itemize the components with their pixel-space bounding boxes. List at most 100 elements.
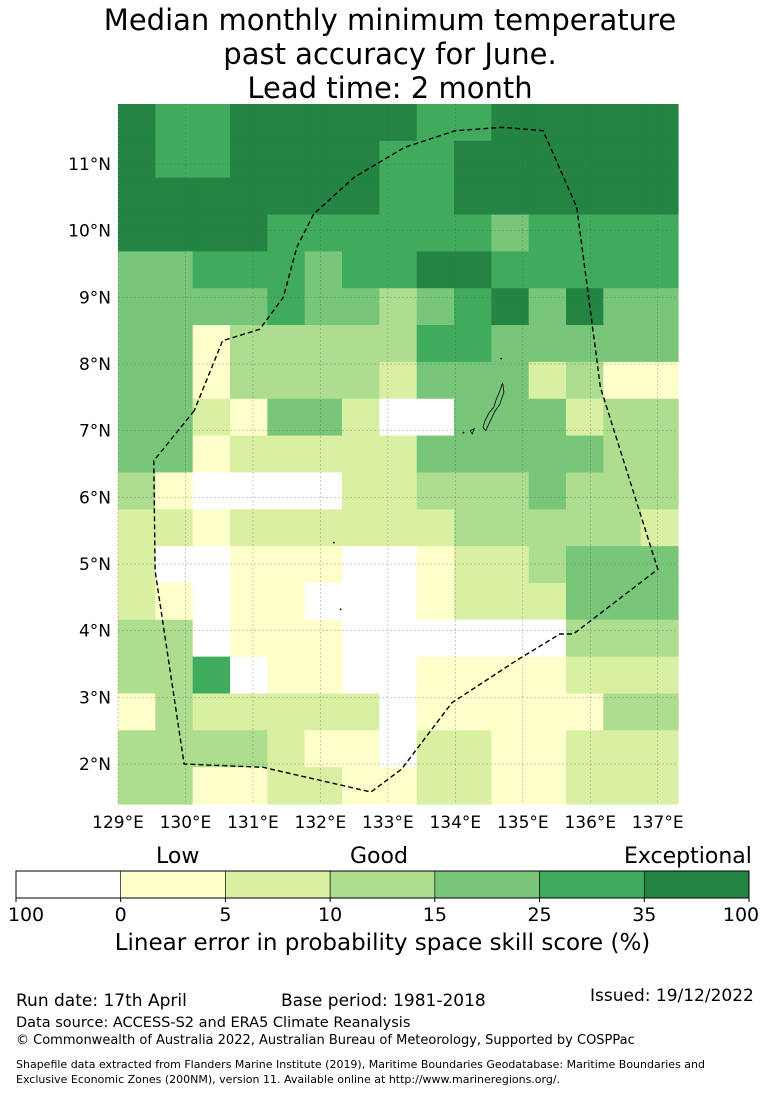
skill-cell [267, 656, 306, 695]
skill-cell [416, 509, 455, 547]
skill-cell [304, 140, 343, 179]
skill-cell [379, 767, 418, 805]
skill-cell [267, 251, 306, 289]
skill-cell [379, 656, 418, 695]
skill-cell [118, 288, 156, 326]
lon-tick-label: 135°E [497, 813, 549, 833]
skill-cell [528, 325, 567, 363]
skill-cell [454, 177, 492, 216]
skill-cell [603, 361, 642, 400]
skill-cell [491, 472, 530, 510]
skill-cell [566, 398, 604, 437]
skill-cell [454, 398, 492, 437]
skill-cell [118, 435, 156, 474]
island-outline [469, 427, 475, 435]
colorbar-tick-label: 35 [632, 904, 656, 926]
skill-cell [192, 509, 231, 547]
skill-cell [267, 361, 306, 400]
skill-grid-cells [118, 104, 679, 805]
skill-cell [640, 693, 679, 731]
skill-cell [379, 509, 418, 547]
skill-cell [230, 656, 268, 695]
skill-cell [304, 435, 343, 474]
eez-boundary-line [153, 126, 659, 793]
skill-cell [304, 619, 343, 658]
skill-cell [603, 140, 642, 179]
base-period: Base period: 1981-2018 [281, 991, 486, 1011]
skill-cell [454, 435, 492, 474]
lat-tick-label: 5°N [79, 555, 111, 575]
skill-cell [640, 435, 679, 474]
skill-cell [192, 435, 231, 474]
skill-cell [603, 435, 642, 474]
skill-cell [267, 288, 306, 326]
skill-cell [528, 288, 567, 326]
lat-tick-label: 9°N [79, 288, 111, 308]
skill-cell [416, 104, 455, 142]
data-source: Data source: ACCESS-S2 and ERA5 Climate … [16, 1015, 411, 1031]
skill-cell [603, 214, 642, 252]
skill-cell [230, 398, 268, 437]
skill-cell [230, 546, 268, 584]
skill-cell [118, 214, 156, 252]
skill-cell [267, 177, 306, 216]
skill-cell [267, 693, 306, 731]
skill-cell [416, 288, 455, 326]
issued-date: Issued: 19/12/2022 [590, 986, 754, 1006]
skill-cell [640, 140, 679, 179]
skill-cell [342, 656, 380, 695]
skill-cell [230, 509, 268, 547]
colorbar-segment [329, 870, 436, 899]
shapefile-credit-line-1: Shapefile data extracted from Flanders M… [16, 1058, 705, 1071]
skill-cell [416, 472, 455, 510]
skill-cell [528, 361, 567, 400]
skill-cell [491, 251, 530, 289]
skill-cell [192, 730, 231, 768]
skill-cell [304, 325, 343, 363]
skill-cell [267, 619, 306, 658]
skill-cell [304, 509, 343, 547]
skill-cell [342, 140, 380, 179]
skill-cell [491, 361, 530, 400]
skill-cell [192, 582, 231, 621]
eez-boundary-layer [153, 126, 659, 793]
skill-cell [304, 472, 343, 510]
skill-cell [342, 693, 380, 731]
skill-cell [491, 656, 530, 695]
skill-cell [304, 288, 343, 326]
lat-tick-label: 4°N [79, 622, 111, 642]
skill-cell [155, 472, 194, 510]
skill-cell [155, 325, 194, 363]
skill-cell [491, 546, 530, 584]
skill-cell [640, 472, 679, 510]
chart-title-line-1: Median monthly minimum temperature [103, 3, 677, 37]
colorbar-tick-label: 100 [723, 904, 759, 926]
skill-cell [118, 104, 156, 142]
skill-cell [267, 325, 306, 363]
skill-cell [528, 546, 567, 584]
skill-cell [230, 325, 268, 363]
skill-cell [267, 140, 306, 179]
skill-cell [304, 546, 343, 584]
skill-cell [304, 361, 343, 400]
skill-cell [491, 693, 530, 731]
skill-cell [267, 104, 306, 142]
islet-marker [333, 541, 335, 544]
lon-tick-label: 133°E [362, 813, 414, 833]
skill-cell [603, 177, 642, 216]
lat-tick-label: 2°N [79, 755, 111, 775]
skill-cell [528, 251, 567, 289]
skill-cell [230, 767, 268, 805]
skill-cell [230, 361, 268, 400]
skill-cell [491, 214, 530, 252]
skill-cell [528, 177, 567, 216]
island-outlines [333, 357, 505, 611]
skill-cell [192, 767, 231, 805]
skill-cell [566, 582, 604, 621]
skill-cell [342, 251, 380, 289]
skill-cell [304, 730, 343, 768]
skill-cell [342, 361, 380, 400]
skill-cell [566, 546, 604, 584]
skill-cell [528, 730, 567, 768]
